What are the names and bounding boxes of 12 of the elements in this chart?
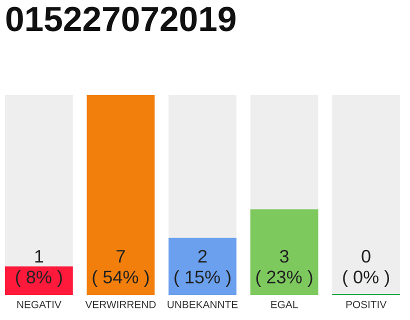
chart-title: 015227072019: [6, 6, 236, 32]
x-tick-label: NEGATIV: [17, 300, 62, 308]
data-label: 7 ( 54% ): [92, 250, 149, 287]
data-label: 3 ( 23% ): [256, 250, 312, 287]
data-label: 2 ( 15% ): [174, 250, 230, 287]
x-tick-label: VERWIRREND: [85, 300, 156, 308]
x-tick-label: POSITIV: [346, 300, 387, 308]
data-label: 0 ( 0% ): [343, 250, 390, 287]
data-label: 1 ( 8% ): [16, 250, 62, 287]
x-tick-label: EGAL: [271, 300, 298, 308]
x-tick-label: UNBEKANNTE: [168, 300, 238, 308]
bar: [5, 266, 73, 295]
